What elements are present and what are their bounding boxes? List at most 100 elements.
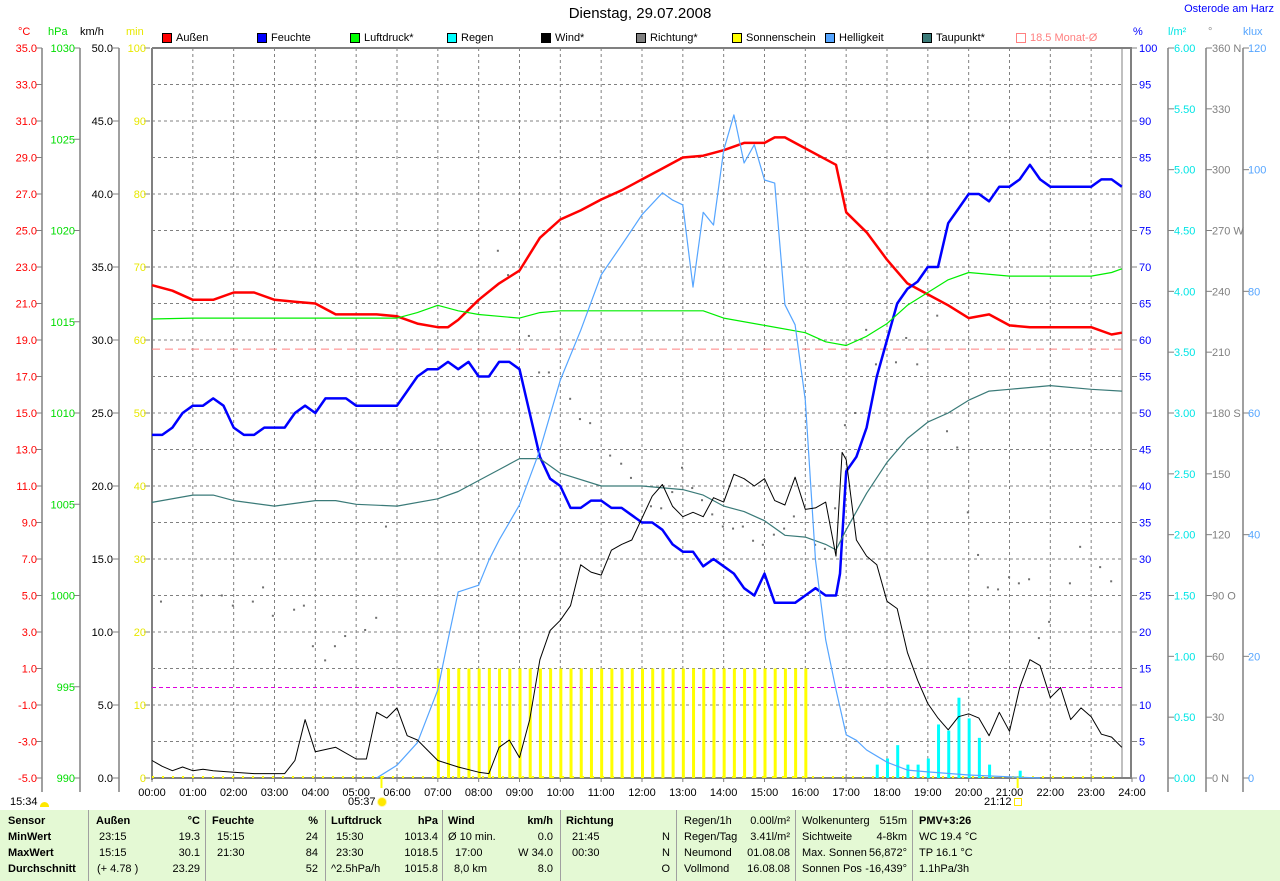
temp-tick-label: 15.0 [16,408,37,420]
temp-tick-label: 23.0 [16,262,37,274]
wind-max-value: W 34.0 [518,847,553,859]
humidity-tick-label: 75 [1139,226,1151,238]
direction-point [375,616,378,619]
light-tick-label: 100 [1248,165,1266,177]
row-label: Durchschnitt [8,863,76,875]
sunshine-bar [630,668,634,778]
rain-tick-label: 5.00 [1174,165,1195,177]
sonnen-pos-value: -16,439° [865,863,907,875]
sonnen-pos-label: Sonnen Pos [802,863,862,875]
rain-bar [937,724,941,778]
x-tick-label: 20:00 [955,787,983,799]
series-helligkeit [376,114,1041,779]
wind-tick-label: 20.0 [92,481,113,493]
rain-tick-label: 5.50 [1174,104,1195,116]
x-tick-label: 08:00 [465,787,493,799]
weather-chart: 35.0 33.0 31.0 29.0 27.0 25.0 23.0 21.0 19.0 17.0… [16,43,1267,799]
richtung-value: N [662,847,670,859]
legend-swatch [162,33,172,43]
sunshine-bar [712,668,716,778]
humidity-tick-label: 40 [1139,481,1151,493]
direction-point [1008,576,1011,579]
direction-point [311,645,314,648]
luftdruck-max-time: 23:30 [336,847,364,859]
half-sun-icon [39,801,49,807]
sun-tick-label: 10 [134,700,146,712]
humidity-tick-label: 95 [1139,80,1151,92]
aussen-min-time: 23:15 [99,831,127,843]
rain-bar [988,764,992,778]
temp-tick-label: 35.0 [16,43,37,55]
unit-light: klux [1243,26,1263,38]
direction-point [701,499,704,502]
pressure-trend-value: 1.1hPa/3h [919,863,970,875]
wind-tick-label: 25.0 [92,408,113,420]
rain-bar [926,758,930,778]
unit-direction: ° [1208,26,1213,38]
legend-item: Helligkeit [825,31,884,45]
legend-swatch [636,33,646,43]
temp-tick-label: -3.0 [18,737,37,749]
direction-point [741,525,744,528]
direction-point [609,454,612,457]
direction-point [1017,582,1020,585]
temp-tick-label: -1.0 [18,700,37,712]
wind-tick-label: 15.0 [92,554,113,566]
direction-tick-label: 300 [1212,165,1230,177]
x-tick-label: 06:00 [383,787,411,799]
rain-tick-label: 0.00 [1174,773,1195,785]
direction-point [916,363,919,366]
temp-tick-label: 11.0 [16,481,37,493]
sunshine-bar [487,668,491,778]
sunshine-bar [528,668,532,778]
direction-point [344,635,347,638]
sichtweite-label: Sichtweite [802,831,853,843]
feuchte-header: Feuchte [212,815,255,827]
sun-tick-label: 40 [134,481,146,493]
light-tick-label: 20 [1248,651,1260,663]
legend-label: Regen [461,32,494,44]
sunshine-bar [467,668,471,778]
direction-point [711,513,714,516]
aussen-unit: °C [187,815,200,827]
direction-point [854,412,857,414]
direction-tick-label: 330 [1212,104,1230,116]
temp-tick-label: -5.0 [18,773,37,785]
direction-point [578,418,581,421]
rain-tick-label: 3.00 [1174,408,1195,420]
pressure-tick-label: 1010 [51,408,75,420]
x-tick-label: 10:00 [547,787,575,799]
pressure-tick-label: 1000 [51,591,75,603]
sunshine-bar [579,668,583,778]
sunshine-bar [610,668,614,778]
x-tick-label: 05:00 [342,787,370,799]
regen-value: 0.00l/m² [750,815,790,827]
direction-point [1110,580,1113,583]
x-tick-label: 16:00 [792,787,820,799]
temp-tick-label: 3.0 [22,627,37,639]
legend-swatch [447,33,457,43]
direction-point [220,594,223,597]
temp-tick-label: 5.0 [22,591,37,603]
richtung-time: 21:45 [572,831,600,843]
series-luftdruck [151,268,1123,347]
regen-value: 3.41l/m² [750,831,790,843]
x-tick-label: 19:00 [914,787,942,799]
direction-point [814,543,817,546]
wind-tick-label: 0.0 [98,773,113,785]
vollmond-value: 16.08.08 [747,863,790,875]
temp-tick-label: 31.0 [16,116,37,128]
aussen-avg-note: (+ 4.78 ) [97,863,139,875]
direction-point [792,515,795,518]
temp-tick-label: 19.0 [16,335,37,347]
pressure-tick-label: 1020 [51,226,75,238]
direction-point [159,600,162,603]
max-sonnen-label: Max. Sonnen [802,847,867,859]
legend-label: 18.5 Monat-Ø [1030,32,1098,44]
neumond-label: Neumond [684,847,732,859]
aussen-header: Außen [96,815,131,827]
sun-tick-label: 30 [134,554,146,566]
light-tick-label: 120 [1248,43,1266,55]
humidity-tick-label: 25 [1139,591,1151,603]
x-tick-label: 04:00 [302,787,330,799]
